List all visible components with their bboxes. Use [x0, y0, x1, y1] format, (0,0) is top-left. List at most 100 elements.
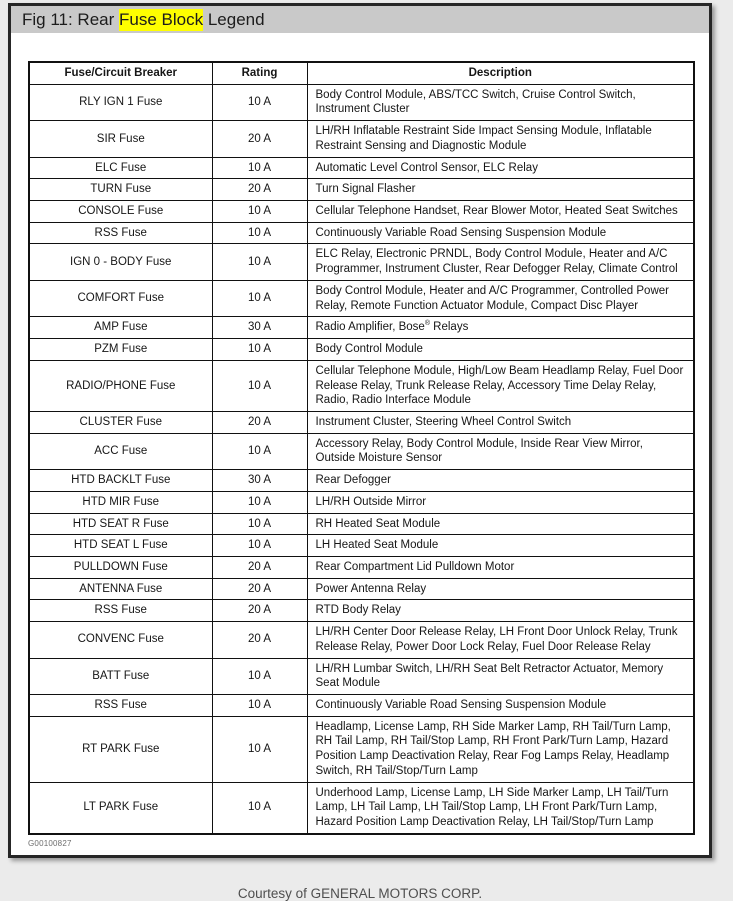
- description-cell: Body Control Module, Heater and A/C Prog…: [306, 279, 695, 318]
- fuse-name-cell: LT PARK Fuse: [28, 781, 213, 835]
- rating-cell: 20 A: [211, 178, 308, 202]
- column-header-rating: Rating: [211, 61, 308, 85]
- fuse-name-cell: RSS Fuse: [28, 694, 213, 717]
- description-cell: Body Control Module: [306, 338, 695, 361]
- description-cell: RTD Body Relay: [306, 599, 695, 623]
- rating-cell: 20 A: [211, 577, 308, 601]
- rating-cell: 20 A: [211, 621, 308, 659]
- rating-cell: 10 A: [211, 200, 308, 223]
- description-cell: Rear Defogger: [306, 469, 695, 492]
- description-cell: Body Control Module, ABS/TCC Switch, Cru…: [306, 83, 695, 122]
- rating-cell: 20 A: [211, 599, 308, 623]
- table-row: HTD SEAT R Fuse 10 A RH Heated Seat Modu…: [28, 512, 695, 536]
- description-cell: LH/RH Inflatable Restraint Side Impact S…: [306, 120, 695, 158]
- credit-line: Courtesy of GENERAL MOTORS CORP.: [237, 885, 483, 901]
- fuse-name-cell: HTD SEAT L Fuse: [28, 534, 213, 557]
- rating-cell: 10 A: [211, 432, 308, 471]
- fuse-name-cell: SIR Fuse: [28, 120, 213, 158]
- table-row: TURN Fuse 20 A Turn Signal Flasher: [28, 178, 695, 202]
- description-cell: Automatic Level Control Sensor, ELC Rela…: [306, 156, 695, 180]
- table-row: RADIO/PHONE Fuse 10 A Cellular Telephone…: [28, 359, 695, 412]
- table-row: COMFORT Fuse 10 A Body Control Module, H…: [28, 279, 695, 318]
- fuse-name-cell: RLY IGN 1 Fuse: [28, 83, 213, 122]
- rating-cell: 30 A: [211, 316, 308, 340]
- fuse-table: Fuse/Circuit Breaker Rating Description …: [28, 61, 695, 835]
- description-cell: Underhood Lamp, License Lamp, LH Side Ma…: [306, 781, 695, 835]
- rating-cell: 10 A: [211, 512, 308, 536]
- description-cell: Turn Signal Flasher: [306, 178, 695, 202]
- fuse-name-cell: HTD SEAT R Fuse: [28, 512, 213, 536]
- rating-cell: 10 A: [211, 781, 308, 835]
- description-cell: Cellular Telephone Module, High/Low Beam…: [306, 359, 695, 412]
- rating-cell: 20 A: [211, 410, 308, 434]
- rating-cell: 10 A: [211, 657, 308, 696]
- header-row: Fuse/Circuit Breaker Rating Description: [28, 61, 695, 85]
- fuse-name-cell: CLUSTER Fuse: [28, 410, 213, 434]
- table-row: HTD BACKLT Fuse 30 A Rear Defogger: [28, 469, 695, 492]
- fuse-table-body: RLY IGN 1 Fuse 10 A Body Control Module,…: [28, 83, 695, 835]
- fuse-name-cell: ACC Fuse: [28, 432, 213, 471]
- table-row: ELC Fuse 10 A Automatic Level Control Se…: [28, 156, 695, 180]
- description-cell: ELC Relay, Electronic PRNDL, Body Contro…: [306, 243, 695, 281]
- table-row: LT PARK Fuse 10 A Underhood Lamp, Licens…: [28, 781, 695, 835]
- fuse-name-cell: CONSOLE Fuse: [28, 200, 213, 223]
- table-row: HTD SEAT L Fuse 10 A LH Heated Seat Modu…: [28, 534, 695, 557]
- fuse-name-cell: AMP Fuse: [28, 316, 213, 340]
- rating-cell: 10 A: [211, 694, 308, 717]
- description-cell: Continuously Variable Road Sensing Suspe…: [306, 694, 695, 717]
- table-row: RSS Fuse 10 A Continuously Variable Road…: [28, 694, 695, 717]
- rating-cell: 20 A: [211, 555, 308, 579]
- figure-title-prefix: Fig 11: Rear: [22, 9, 120, 29]
- table-row: RSS Fuse 10 A Continuously Variable Road…: [28, 221, 695, 245]
- rating-cell: 10 A: [211, 279, 308, 318]
- rating-cell: 10 A: [211, 338, 308, 361]
- description-cell: LH/RH Lumbar Switch, LH/RH Seat Belt Ret…: [306, 657, 695, 696]
- fuse-table-header: Fuse/Circuit Breaker Rating Description: [28, 61, 695, 85]
- description-cell: Continuously Variable Road Sensing Suspe…: [306, 221, 695, 245]
- description-cell: Cellular Telephone Handset, Rear Blower …: [306, 200, 695, 223]
- description-cell: LH Heated Seat Module: [306, 534, 695, 557]
- rating-cell: 10 A: [211, 83, 308, 122]
- fuse-name-cell: HTD BACKLT Fuse: [28, 469, 213, 492]
- figure-title-bar: Fig 11: Rear Fuse Block Legend: [11, 6, 709, 33]
- fuse-name-cell: BATT Fuse: [28, 657, 213, 696]
- description-cell: Power Antenna Relay: [306, 577, 695, 601]
- fuse-name-cell: PULLDOWN Fuse: [28, 555, 213, 579]
- rating-cell: 10 A: [211, 534, 308, 557]
- table-row: IGN 0 - BODY Fuse 10 A ELC Relay, Electr…: [28, 243, 695, 281]
- rating-cell: 10 A: [211, 243, 308, 281]
- fuse-name-cell: IGN 0 - BODY Fuse: [28, 243, 213, 281]
- description-cell: Instrument Cluster, Steering Wheel Contr…: [306, 410, 695, 434]
- table-row: RT PARK Fuse 10 A Headlamp, License Lamp…: [28, 715, 695, 783]
- table-row: ACC Fuse 10 A Accessory Relay, Body Cont…: [28, 432, 695, 471]
- table-row: RSS Fuse 20 A RTD Body Relay: [28, 599, 695, 623]
- table-row: CONSOLE Fuse 10 A Cellular Telephone Han…: [28, 200, 695, 223]
- rating-cell: 10 A: [211, 715, 308, 783]
- column-header-fuse: Fuse/Circuit Breaker: [28, 61, 213, 85]
- description-cell: RH Heated Seat Module: [306, 512, 695, 536]
- rating-cell: 10 A: [211, 156, 308, 180]
- fuse-table-container: Fuse/Circuit Breaker Rating Description …: [28, 61, 697, 835]
- figure-id: G00100827: [28, 838, 72, 848]
- registered-trademark-symbol: ®: [424, 320, 430, 328]
- table-row: SIR Fuse 20 A LH/RH Inflatable Restraint…: [28, 120, 695, 158]
- description-cell: Accessory Relay, Body Control Module, In…: [306, 432, 695, 471]
- fuse-name-cell: HTD MIR Fuse: [28, 490, 213, 514]
- fuse-name-cell: CONVENC Fuse: [28, 621, 213, 659]
- table-row: HTD MIR Fuse 10 A LH/RH Outside Mirror: [28, 490, 695, 514]
- fuse-name-cell: ELC Fuse: [28, 156, 213, 180]
- description-cell: Rear Compartment Lid Pulldown Motor: [306, 555, 695, 579]
- table-row: BATT Fuse 10 A LH/RH Lumbar Switch, LH/R…: [28, 657, 695, 696]
- document-page: Fig 11: Rear Fuse Block Legend Fuse/Circ…: [8, 3, 712, 901]
- table-row: RLY IGN 1 Fuse 10 A Body Control Module,…: [28, 83, 695, 122]
- table-row: AMP Fuse 30 A Radio Amplifier, Bose® Rel…: [28, 316, 695, 340]
- rating-cell: 10 A: [211, 221, 308, 245]
- description-cell: Radio Amplifier, Bose® Relays: [306, 316, 695, 340]
- fuse-name-cell: RSS Fuse: [28, 221, 213, 245]
- table-row: ANTENNA Fuse 20 A Power Antenna Relay: [28, 577, 695, 601]
- fuse-name-cell: RSS Fuse: [28, 599, 213, 623]
- table-row: CONVENC Fuse 20 A LH/RH Center Door Rele…: [28, 621, 695, 659]
- description-cell: Headlamp, License Lamp, RH Side Marker L…: [306, 715, 695, 783]
- rating-cell: 20 A: [211, 120, 308, 158]
- rating-cell: 30 A: [211, 469, 308, 492]
